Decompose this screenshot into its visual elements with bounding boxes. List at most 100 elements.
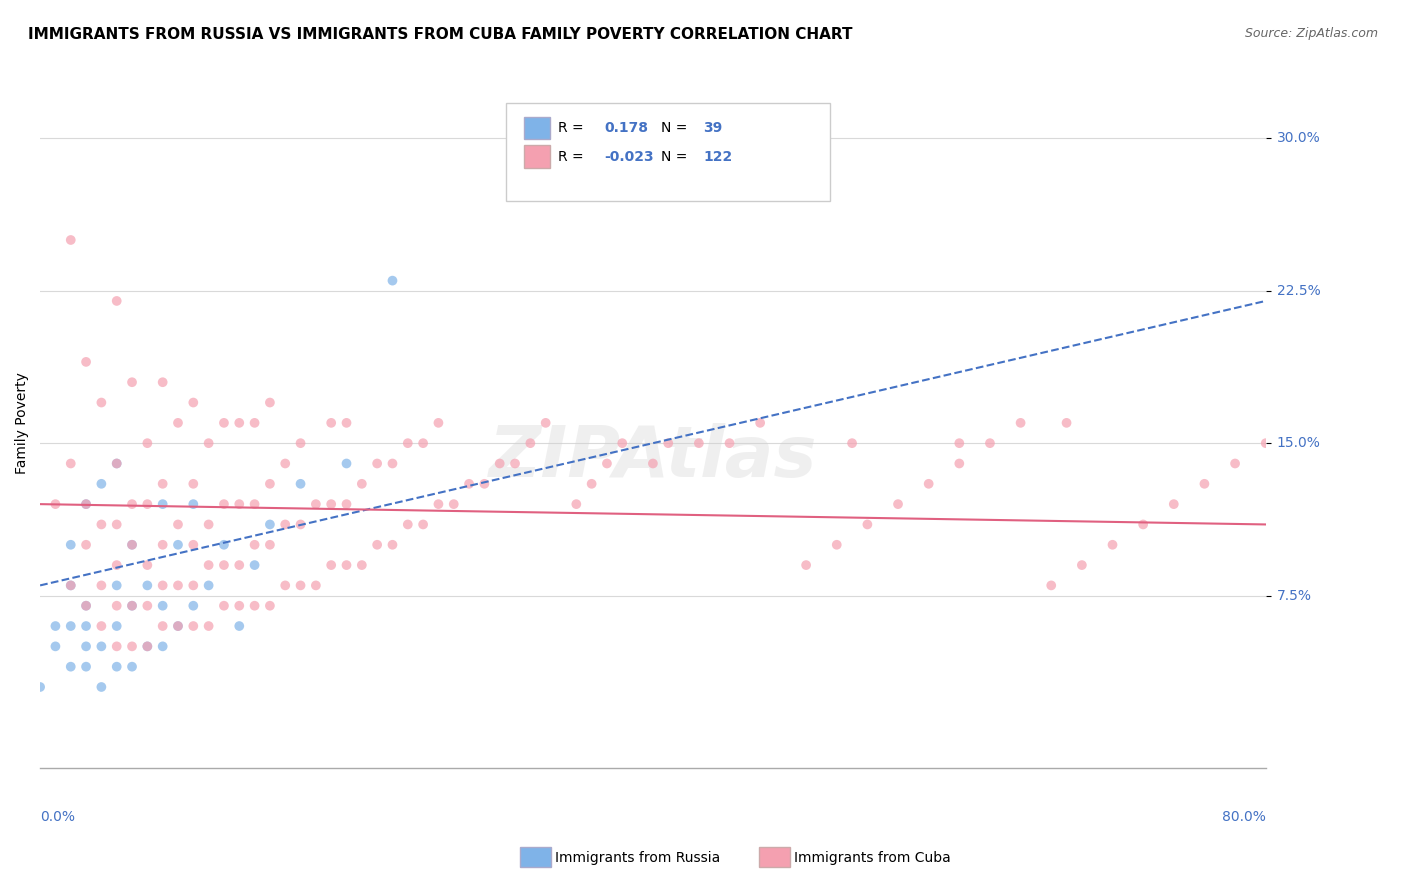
Point (612, 436, 634, 450)
Point (59, 659, 82, 673)
Point (75, 538, 97, 552)
Point (75, 497, 97, 511)
Point (979, 436, 1001, 450)
Point (396, 517, 419, 532)
Point (105, 293, 128, 308)
Point (1070, 558, 1092, 573)
Point (105, 619, 128, 633)
Point (197, 517, 219, 532)
Point (290, 476, 312, 491)
Point (321, 558, 343, 573)
Point (1132, 517, 1154, 532)
Text: ZIPAtlas: ZIPAtlas (489, 423, 817, 491)
Point (167, 619, 190, 633)
Point (136, 599, 159, 613)
Point (121, 497, 143, 511)
Point (856, 517, 879, 532)
Text: 15.0%: 15.0% (1277, 436, 1320, 450)
Point (259, 395, 281, 409)
Point (243, 538, 266, 552)
Point (749, 416, 772, 430)
Point (136, 640, 159, 654)
Point (350, 476, 373, 491)
Point (259, 476, 281, 491)
Point (412, 436, 434, 450)
Point (75, 640, 97, 654)
Point (90, 395, 112, 409)
Point (59, 538, 82, 552)
Point (181, 395, 204, 409)
Point (228, 497, 250, 511)
Point (152, 476, 174, 491)
Point (90, 476, 112, 491)
Point (305, 497, 328, 511)
Point (228, 416, 250, 430)
Point (121, 538, 143, 552)
Point (305, 578, 328, 592)
Text: 80.0%: 80.0% (1222, 810, 1265, 823)
Point (152, 375, 174, 389)
Point (274, 517, 297, 532)
Point (243, 416, 266, 430)
Text: R =: R = (558, 121, 583, 136)
Point (136, 436, 159, 450)
Point (167, 517, 190, 532)
Point (90, 619, 112, 633)
Text: 30.0%: 30.0% (1277, 131, 1320, 145)
Point (274, 457, 297, 471)
Point (181, 578, 204, 592)
Point (105, 558, 128, 573)
Point (59, 233, 82, 247)
Point (825, 538, 848, 552)
Point (105, 640, 128, 654)
Point (259, 599, 281, 613)
Point (197, 619, 219, 633)
Point (1194, 476, 1216, 491)
Point (688, 436, 710, 450)
Point (458, 476, 481, 491)
Point (181, 476, 204, 491)
Point (366, 457, 388, 471)
Point (1223, 457, 1246, 471)
Point (918, 476, 941, 491)
Point (1056, 416, 1078, 430)
Point (75, 619, 97, 633)
Point (534, 416, 557, 430)
Point (381, 538, 404, 552)
Point (59, 578, 82, 592)
Point (181, 599, 204, 613)
Point (136, 640, 159, 654)
Point (152, 578, 174, 592)
Point (412, 517, 434, 532)
Point (290, 436, 312, 450)
Text: 122: 122 (703, 150, 733, 164)
Text: Immigrants from Cuba: Immigrants from Cuba (794, 851, 950, 865)
Point (181, 619, 204, 633)
Point (1101, 538, 1123, 552)
Point (503, 457, 526, 471)
Point (274, 578, 297, 592)
Point (335, 457, 357, 471)
Point (443, 497, 465, 511)
Point (30, 680, 52, 694)
Point (105, 599, 128, 613)
Point (212, 416, 235, 430)
Point (243, 558, 266, 573)
Text: 0.178: 0.178 (605, 121, 648, 136)
Point (121, 599, 143, 613)
Point (488, 457, 510, 471)
Text: 7.5%: 7.5% (1277, 589, 1312, 603)
Point (948, 436, 970, 450)
Point (381, 274, 404, 288)
Point (290, 517, 312, 532)
Point (212, 599, 235, 613)
Point (121, 599, 143, 613)
Point (366, 538, 388, 552)
Point (794, 558, 817, 573)
Point (212, 497, 235, 511)
Point (243, 599, 266, 613)
Point (167, 578, 190, 592)
Point (197, 436, 219, 450)
Point (887, 497, 910, 511)
Point (581, 476, 603, 491)
